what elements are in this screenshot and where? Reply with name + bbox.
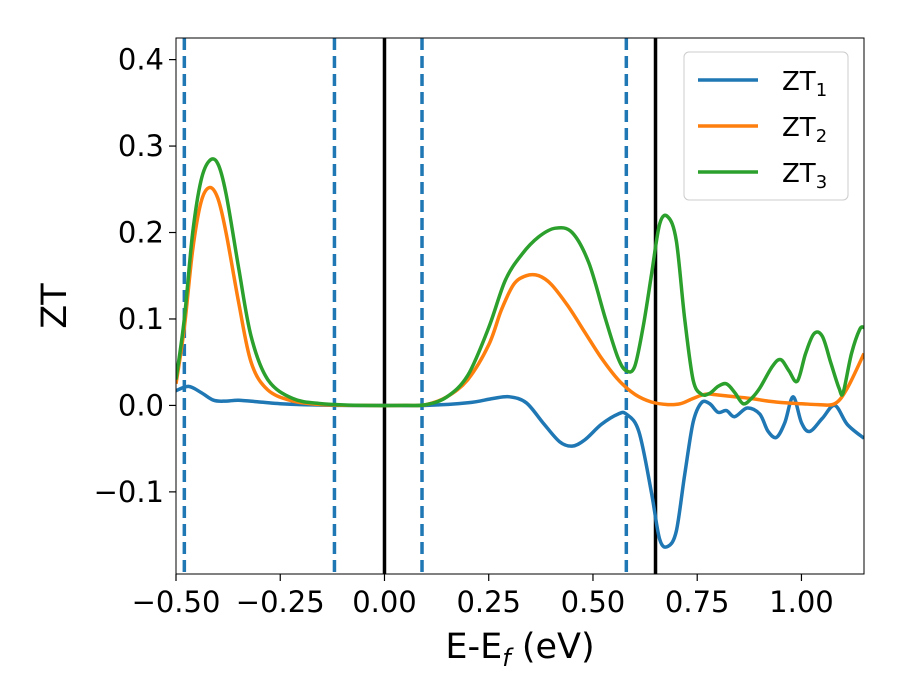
x-axis-title-main: E-E [445,627,502,667]
series-line-zt2 [176,185,864,408]
series-line-zt3 [176,157,864,408]
x-tick-label: −0.25 [236,585,325,619]
x-axis-title: E-Ef (eV) [445,627,594,672]
y-tick-label: −0.1 [94,475,164,509]
x-tick-label: 1.00 [769,585,834,619]
legend-box [683,51,849,201]
legend-label-zt2: ZT2 [782,113,827,147]
y-tick-label: 0.0 [118,388,164,422]
series-lines [176,157,864,549]
legend-label-subscript: 1 [816,80,827,101]
y-tick-label: 0.2 [118,216,164,250]
x-tick-label: 0.25 [456,585,521,619]
x-tick-label: 0.75 [665,585,730,619]
y-tick-label: 0.4 [118,43,164,77]
x-tick-label: 0.00 [352,585,417,619]
y-tick-label: 0.3 [118,129,164,163]
plot-frame [175,37,865,575]
legend-label-subscript: 3 [816,172,827,193]
series-line-zt1 [176,384,864,549]
y-axis-title: ZT [35,283,75,329]
y-axis-ticks: −0.1 0.0 0.1 0.2 0.3 0.4 [94,43,176,509]
legend-label-main: ZT [782,159,816,189]
x-axis-ticks: −0.50 −0.25 0.00 0.25 0.50 0.75 1.00 [132,574,834,619]
legend-label-subscript: 2 [816,126,827,147]
legend-label-main: ZT [782,113,816,143]
x-tick-label: −0.50 [132,585,221,619]
y-tick-label: 0.1 [118,302,164,336]
reference-lines [182,38,658,574]
legend-label-zt1: ZT1 [782,67,827,101]
legend-label-zt3: ZT3 [782,159,827,193]
x-tick-label: 0.50 [561,585,626,619]
legend-label-main: ZT [782,67,816,97]
x-axis-title-unit: (eV) [511,627,595,667]
